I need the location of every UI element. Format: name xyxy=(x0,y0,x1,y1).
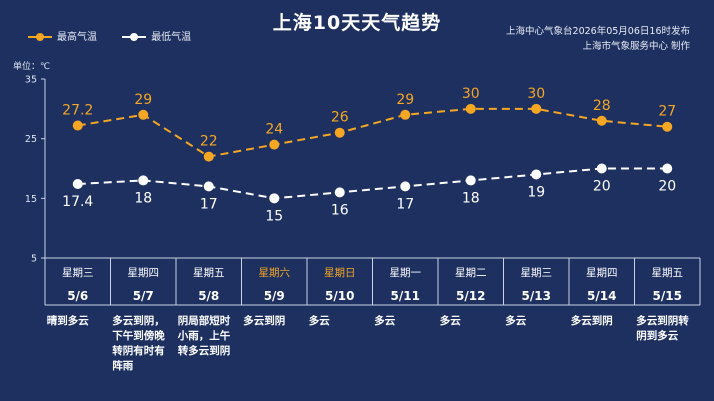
day-column: 星期一 5/11 多云 xyxy=(373,262,439,329)
issuer-line-2: 上海市气象服务中心 制作 xyxy=(582,41,690,52)
legend-high: 最高气温 xyxy=(28,28,97,43)
data-label-low: 15 xyxy=(265,208,283,224)
date-label: 5/14 xyxy=(587,289,617,303)
issuer-info: 上海中心气象台2026年05月06日16时发布 上海市气象服务中心 制作 xyxy=(506,24,690,54)
weekday-label: 星期三 xyxy=(520,267,553,279)
weekday-label: 星期一 xyxy=(389,267,422,279)
day-column: 星期六 5/9 多云到阴 xyxy=(242,262,308,329)
data-label-high: 22 xyxy=(200,134,218,150)
day-column: 星期五 5/8 阴局部短时小雨，上午转多云到阴 xyxy=(176,262,242,359)
weekday-label: 星期四 xyxy=(127,267,160,279)
weather-description: 阴局部短时小雨，上午转多云到阴 xyxy=(177,315,231,357)
legend: 最高气温 最低气温 xyxy=(28,28,213,43)
data-label-high: 28 xyxy=(593,98,611,114)
day-column: 星期四 5/14 多云到阴 xyxy=(569,262,635,329)
weekday-label: 星期五 xyxy=(651,267,684,279)
data-point-low xyxy=(138,175,149,186)
data-label-low: 20 xyxy=(658,179,676,195)
data-point-low xyxy=(203,181,214,192)
data-label-low: 16 xyxy=(331,202,349,218)
data-label-high: 26 xyxy=(331,110,349,126)
data-label-low: 18 xyxy=(462,190,480,206)
data-point-low xyxy=(334,187,345,198)
weekday-label: 星期三 xyxy=(62,267,94,279)
weather-description: 多云 xyxy=(308,315,330,327)
data-point-high xyxy=(596,115,607,126)
day-column: 星期四 5/7 多云到阴，下午到傍晚转阴有时有阵雨 xyxy=(111,262,177,374)
day-column: 星期三 5/6 晴到多云 xyxy=(45,262,111,329)
data-point-high xyxy=(203,151,214,162)
weather-description: 多云到阴转阴到多云 xyxy=(636,315,689,342)
data-label-high: 29 xyxy=(396,92,414,108)
y-tick-label: 5 xyxy=(31,254,37,265)
weather-description: 多云 xyxy=(439,315,461,327)
weather-description: 多云 xyxy=(374,315,396,327)
weather-description: 晴到多云 xyxy=(46,315,89,327)
weather-description: 多云到阴，下午到傍晚转阴有时有阵雨 xyxy=(112,315,165,372)
y-tick-label: 15 xyxy=(25,194,37,205)
series-line-low xyxy=(77,167,668,200)
data-point-high xyxy=(72,120,83,131)
weather-description: 多云到阴 xyxy=(243,315,286,327)
data-label-high: 27.2 xyxy=(62,103,93,119)
legend-high-marker xyxy=(28,33,52,41)
data-point-low xyxy=(72,179,83,190)
date-label: 5/15 xyxy=(652,289,682,303)
data-point-low xyxy=(400,181,411,192)
weather-description: 多云 xyxy=(505,315,527,327)
data-point-high xyxy=(465,103,476,114)
date-label: 5/13 xyxy=(521,289,551,303)
data-label-high: 30 xyxy=(462,86,480,102)
date-label: 5/12 xyxy=(456,289,486,303)
weekday-label: 星期四 xyxy=(586,267,618,279)
weekday-label: 星期二 xyxy=(455,267,487,279)
weekday-label: 星期六 xyxy=(258,267,291,279)
day-column: 星期三 5/13 多云 xyxy=(504,262,570,329)
data-label-low: 18 xyxy=(134,190,152,206)
y-tick-label: 25 xyxy=(25,134,37,145)
unit-label: 单位：℃ xyxy=(13,62,51,72)
date-label: 5/7 xyxy=(132,289,154,303)
data-point-low xyxy=(269,193,280,204)
day-column: 星期二 5/12 多云 xyxy=(438,262,504,329)
data-label-high: 24 xyxy=(265,122,283,138)
data-point-high xyxy=(138,109,149,120)
data-point-low xyxy=(596,163,607,174)
date-label: 5/11 xyxy=(390,289,420,303)
series-line-high xyxy=(77,107,668,158)
weekday-label: 星期五 xyxy=(193,267,225,279)
legend-low-label: 最低气温 xyxy=(151,32,192,43)
chart-title: 上海10天天气趋势 xyxy=(272,12,442,34)
legend-low: 最低气温 xyxy=(122,28,191,43)
y-tick-label: 35 xyxy=(25,75,37,86)
data-label-low: 17.4 xyxy=(62,194,93,210)
data-label-high: 29 xyxy=(134,92,152,108)
data-label-low: 17 xyxy=(396,196,414,212)
data-label-high: 27 xyxy=(658,104,676,120)
data-point-high xyxy=(334,127,345,138)
weather-description: 多云到阴 xyxy=(570,315,613,327)
date-label: 5/10 xyxy=(325,289,355,303)
data-point-high xyxy=(531,103,542,114)
data-label-high: 30 xyxy=(527,86,545,102)
issuer-line-1: 上海中心气象台2026年05月06日16时发布 xyxy=(506,26,690,37)
weekday-label: 星期日 xyxy=(324,267,356,279)
date-label: 5/8 xyxy=(198,289,220,303)
day-column: 星期日 5/10 多云 xyxy=(307,262,373,329)
legend-low-marker xyxy=(122,33,147,41)
data-point-low xyxy=(531,169,542,180)
date-label: 5/9 xyxy=(263,289,285,303)
data-point-high xyxy=(400,109,411,120)
data-point-high xyxy=(269,139,280,150)
data-point-high xyxy=(662,121,673,132)
date-label: 5/6 xyxy=(67,289,89,303)
data-point-low xyxy=(465,175,476,186)
data-point-low xyxy=(662,163,673,174)
data-label-low: 19 xyxy=(527,184,545,200)
legend-high-label: 最高气温 xyxy=(57,32,97,43)
data-label-low: 17 xyxy=(200,196,218,212)
day-column: 星期五 5/15 多云到阴转阴到多云 xyxy=(635,262,701,344)
data-label-low: 20 xyxy=(593,179,611,195)
